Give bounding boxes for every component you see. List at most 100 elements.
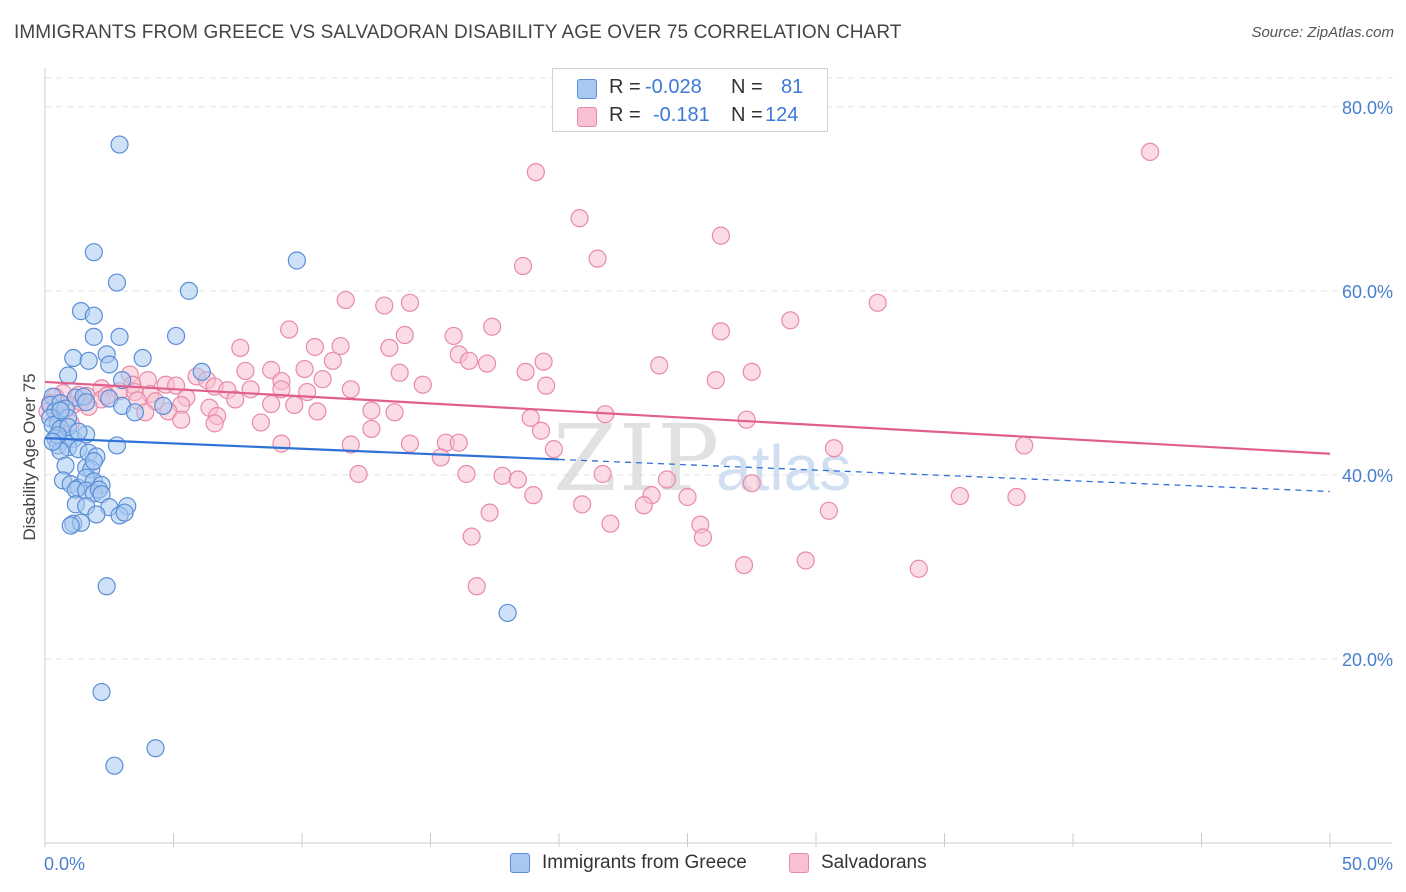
y-tick-label: 80.0% [1342, 98, 1393, 118]
salvadorans-point [362, 419, 381, 438]
greece-point [59, 366, 78, 385]
salvadorans-point [431, 448, 450, 467]
greece-point [87, 505, 106, 524]
source-label: Source: ZipAtlas.com [1251, 24, 1394, 41]
salvadorans-point [457, 464, 476, 484]
salvadorans-point [251, 413, 270, 432]
salvadorans-point [462, 527, 481, 546]
salvadorans-point [742, 362, 761, 381]
salvadorans-point [313, 370, 332, 389]
salvadorans-point [513, 256, 533, 276]
greece-point [84, 452, 103, 471]
salvadorans-point [375, 296, 394, 315]
greece-point [77, 393, 96, 412]
greece-point [51, 401, 70, 420]
salvadorans-point [868, 293, 887, 312]
salvadorans-point [226, 390, 245, 409]
salvadorans-point [1007, 487, 1026, 507]
salvadorans-point [737, 410, 756, 429]
salvadorans-point [280, 320, 299, 339]
greece-trendline-extension [558, 458, 1331, 493]
salvadorans-point [531, 421, 551, 440]
salvadorans-point [588, 249, 607, 268]
salvadorans-point [172, 410, 191, 429]
salvadorans-point [477, 354, 497, 373]
salvadorans-point [534, 352, 553, 371]
greece-point [100, 355, 119, 374]
salvadorans-point [480, 503, 499, 522]
salvadorans-point [1140, 142, 1160, 162]
salvadorans-point [524, 486, 543, 505]
salvadorans-point [305, 337, 324, 357]
correlation-legend: R = -0.028 N = 81 R = -0.181 N = 124 [552, 68, 828, 132]
legend-n-value: 81 [781, 76, 804, 98]
greece-point [64, 348, 83, 368]
salvadorans-point [449, 433, 468, 452]
salvadorans-point [493, 466, 512, 485]
greece-point [61, 516, 80, 535]
greece-point [115, 503, 134, 522]
y-tick-label: 20.0% [1342, 650, 1393, 670]
greece-point [92, 682, 111, 702]
greece-point [498, 603, 517, 623]
salvadorans-point [349, 464, 368, 484]
greece-point [110, 327, 129, 346]
legend-row-salvadorans: R = -0.181 N = 124 [553, 101, 827, 131]
greece-point [97, 577, 116, 596]
greece-point [69, 422, 88, 441]
y-tick-label: 40.0% [1342, 466, 1393, 486]
bottom-legend-swatch-greece [510, 853, 530, 873]
greece-trendline [44, 436, 560, 461]
salvadorans-point [734, 555, 754, 575]
y-tick-label: 60.0% [1342, 282, 1393, 302]
salvadorans-point [601, 514, 620, 533]
salvadorans-point [262, 394, 281, 414]
salvadorans-point [781, 311, 800, 330]
salvadorans-point [693, 528, 713, 547]
salvadorans-point [796, 551, 815, 570]
salvadorans-point [413, 375, 432, 394]
greece-point [107, 436, 127, 455]
legend-swatch-salvadorans [577, 107, 597, 127]
greece-point [125, 403, 145, 422]
salvadorans-point [444, 326, 463, 346]
legend-r-label: R = [609, 104, 641, 126]
salvadorans-point [205, 414, 224, 433]
greece-point [146, 739, 165, 758]
greece-point [56, 456, 75, 475]
salvadorans-point [819, 501, 838, 520]
x-tick-label: 50.0% [1342, 854, 1393, 874]
salvadorans-trendline [44, 380, 1331, 455]
legend-r-value: -0.181 [653, 104, 710, 126]
salvadorans-point [573, 495, 592, 514]
greece-point [179, 281, 199, 300]
legend-row-greece: R = -0.028 N = 81 [553, 73, 827, 103]
salvadorans-point [241, 380, 260, 399]
greece-point [287, 251, 306, 270]
salvadorans-point [385, 403, 404, 422]
salvadorans-point [634, 496, 653, 515]
salvadorans-point [711, 322, 731, 341]
salvadorans-point [380, 338, 399, 358]
legend-r-value: -0.028 [645, 76, 702, 98]
salvadorans-point [341, 435, 360, 454]
greece-point [105, 756, 124, 775]
salvadorans-point [706, 371, 725, 390]
salvadorans-point [570, 209, 589, 228]
salvadorans-point [341, 380, 360, 399]
greece-point [154, 396, 173, 415]
salvadorans-point [295, 359, 314, 379]
axes: 20.0% 40.0% 60.0% 80.0% 0.0% 50.0% [44, 68, 1393, 874]
salvadorans-point [272, 434, 291, 453]
legend-r-label: R = [609, 76, 641, 98]
salvadorans-point [711, 226, 731, 245]
salvadorans-point [593, 464, 612, 484]
trendlines [44, 380, 1331, 493]
salvadorans-point [467, 577, 486, 596]
salvadorans-point [824, 439, 844, 458]
greece-point [192, 362, 211, 381]
salvadorans-point [362, 401, 381, 420]
salvadorans-point [1015, 436, 1034, 455]
greece-points [41, 135, 517, 775]
